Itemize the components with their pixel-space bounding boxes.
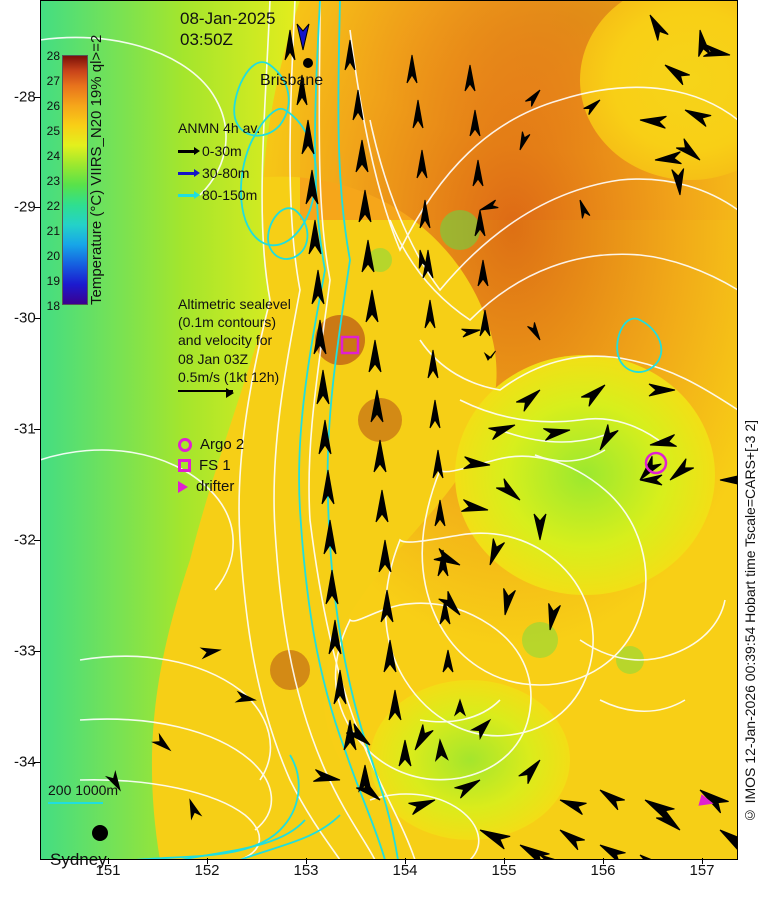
- colorbar-tick: 21: [44, 224, 60, 238]
- velocity-scale-arrow-icon: [178, 390, 233, 392]
- depth-scale-line-icon: [48, 802, 103, 804]
- anmn-legend-row-2: 80-150m: [178, 185, 260, 206]
- colorbar: 28 27 26 25 24 23 22 21 20 19 18 Tempera…: [62, 55, 88, 305]
- brisbane-label: Brisbane: [260, 72, 323, 90]
- colorbar-tick: 25: [44, 124, 60, 138]
- y-tick--30: -30: [14, 310, 36, 327]
- anmn-legend: ANMN 4h av. 0-30m 30-80m 80-150m: [178, 118, 260, 207]
- current-80-150m-icon: [178, 194, 196, 197]
- legend-row-fs1: FS 1: [178, 457, 244, 474]
- fs1-icon: [178, 459, 191, 472]
- depth-scale-bar: 200 1000m: [48, 782, 118, 804]
- altimetric-description: Altimetric sealevel (0.1m contours) and …: [178, 295, 328, 392]
- map-title: 08-Jan-2025 03:50Z: [180, 8, 275, 51]
- legend-row-drifter: drifter: [178, 478, 244, 495]
- y-tick--34: -34: [14, 754, 36, 771]
- sydney-dot: [92, 825, 108, 841]
- anmn-legend-row-0: 0-30m: [178, 141, 260, 162]
- y-tick--31: -31: [14, 421, 36, 438]
- drifter-icon: [178, 481, 188, 493]
- argo2-icon: [178, 438, 192, 452]
- current-30-80m-icon: [178, 172, 196, 175]
- colorbar-tick: 24: [44, 149, 60, 163]
- colorbar-tick: 23: [44, 174, 60, 188]
- colorbar-tick: 19: [44, 274, 60, 288]
- colorbar-tick: 22: [44, 199, 60, 213]
- y-tick--29: -29: [14, 199, 36, 216]
- legend-row-argo2: Argo 2: [178, 436, 244, 453]
- y-tick--32: -32: [14, 532, 36, 549]
- colorbar-tick: 27: [44, 74, 60, 88]
- sst-raster-layer: [40, 0, 738, 860]
- anmn-legend-row-1: 30-80m: [178, 163, 260, 184]
- colorbar-tick: 28: [44, 49, 60, 63]
- x-tick-157: 157: [689, 862, 714, 879]
- current-0-30m-icon: [178, 150, 196, 153]
- x-tick-155: 155: [491, 862, 516, 879]
- x-tick-153: 153: [293, 862, 318, 879]
- y-tick--28: -28: [14, 89, 36, 106]
- colorbar-label: Temperature (°C) VIIRS_N20 19% ql>=2: [88, 55, 108, 305]
- credit-text: © IMOS 12-Jan-2026 00:39:54 Hobart time …: [742, 420, 760, 823]
- x-tick-152: 152: [194, 862, 219, 879]
- brisbane-dot: [303, 58, 313, 68]
- y-tick--33: -33: [14, 643, 36, 660]
- map-root: 28 27 26 25 24 23 22 21 20 19 18 Tempera…: [0, 0, 760, 900]
- colorbar-tick: 18: [44, 299, 60, 313]
- x-tick-156: 156: [590, 862, 615, 879]
- colorbar-tick: 20: [44, 249, 60, 263]
- x-tick-154: 154: [392, 862, 417, 879]
- markers-legend: Argo 2 FS 1 drifter: [178, 432, 244, 499]
- x-tick-151: 151: [95, 862, 120, 879]
- colorbar-tick: 26: [44, 99, 60, 113]
